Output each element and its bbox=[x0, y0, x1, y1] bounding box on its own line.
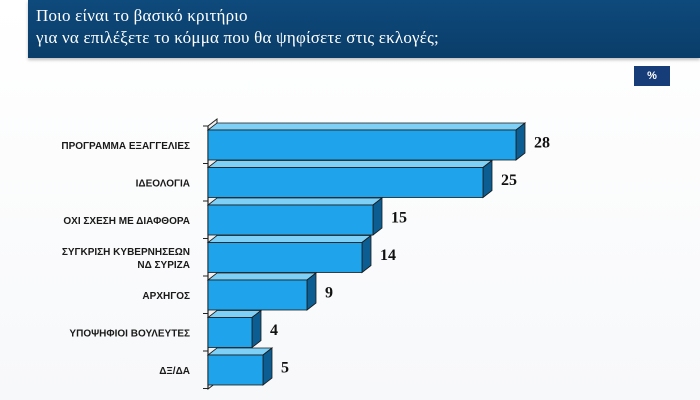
bar-top-face bbox=[206, 160, 494, 168]
bar-side-face bbox=[372, 197, 383, 236]
bar bbox=[207, 279, 308, 311]
category-label: ΠΡΟΓΡΑΜΜΑ ΕΞΑΓΓΕΛΙΕΣ bbox=[61, 141, 190, 152]
data-label: 25 bbox=[501, 172, 517, 189]
bar-side-face bbox=[306, 272, 317, 311]
bar-top-face bbox=[206, 122, 527, 131]
data-label: 9 bbox=[325, 285, 333, 302]
title-banner: Ποιο είναι το βασικό κριτήριο για να επι… bbox=[28, 0, 700, 58]
bar-side-face bbox=[361, 234, 372, 274]
bar bbox=[207, 354, 264, 386]
data-label: 14 bbox=[380, 247, 396, 264]
data-label: 4 bbox=[270, 322, 278, 339]
bar bbox=[207, 167, 484, 198]
bar-side-face bbox=[515, 122, 526, 161]
bar bbox=[207, 242, 363, 273]
data-label: 15 bbox=[391, 210, 407, 227]
bar-top-face bbox=[206, 235, 373, 243]
bar-side-face bbox=[262, 347, 273, 386]
bar-top-face bbox=[206, 347, 274, 356]
category-label: ΝΔ ΣΥΡΙΖΑ bbox=[137, 260, 190, 271]
chart-title-line-1: Ποιο είναι το βασικό κριτήριο bbox=[36, 6, 248, 25]
bar-top-face bbox=[206, 272, 318, 281]
bar-side-face bbox=[251, 309, 262, 349]
data-label: 28 bbox=[534, 135, 550, 152]
category-label: ΔΞ/ΔΑ bbox=[159, 366, 190, 377]
category-label: ΟΧΙ ΣΧΕΣΗ ΜΕ ΔΙΑΦΘΟΡΑ bbox=[63, 216, 190, 227]
unit-badge: % bbox=[634, 66, 670, 86]
data-label: 5 bbox=[281, 360, 289, 377]
category-label: ΙΔΕΟΛΟΓΙΑ bbox=[136, 179, 190, 190]
category-label: ΣΥΓΚΡΙΣΗ ΚΥΒΕΡΝΗΣΕΩΝ bbox=[62, 247, 190, 258]
category-label: ΑΡΧΗΓΟΣ bbox=[142, 291, 190, 302]
category-label: ΥΠΟΨΗΦΙΟΙ ΒΟΥΛΕΥΤΕΣ bbox=[69, 329, 190, 340]
bar-side-face bbox=[482, 159, 493, 199]
bar bbox=[207, 129, 517, 161]
chart-title-line-2: για να επιλέξετε το κόμμα που θα ψηφίσετ… bbox=[36, 28, 439, 47]
bar-top-face bbox=[206, 197, 384, 206]
bar bbox=[207, 204, 374, 236]
bar bbox=[207, 317, 253, 348]
